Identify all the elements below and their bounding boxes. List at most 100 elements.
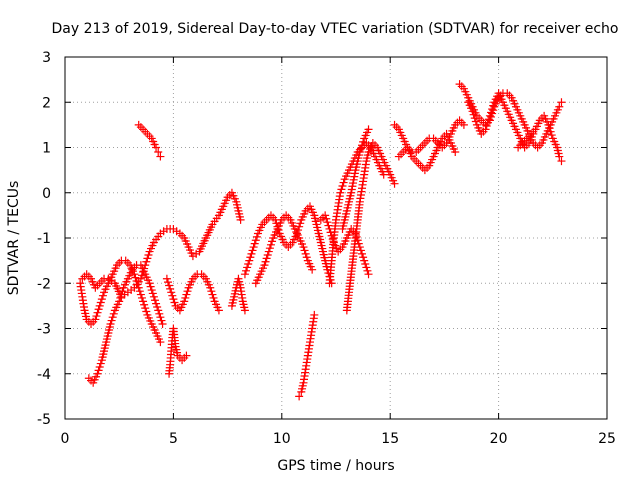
data-point [248, 246, 257, 255]
data-point [240, 306, 249, 315]
data-point [262, 254, 271, 263]
data-point [459, 120, 468, 129]
data-point [355, 148, 364, 157]
y-tick-label: 2 [42, 95, 51, 111]
data-point [292, 229, 301, 238]
data-point [337, 185, 346, 194]
data-point [91, 315, 100, 324]
data-point [547, 131, 556, 140]
data-point [145, 279, 154, 288]
data-point [208, 290, 217, 299]
data-point [362, 263, 371, 272]
data-point [137, 293, 146, 302]
data-point [359, 253, 368, 262]
data-point [155, 309, 164, 318]
data-point [264, 247, 273, 256]
y-tick-label: -5 [37, 412, 51, 428]
data-point [358, 141, 367, 150]
data-point [488, 105, 497, 114]
data-point [209, 293, 218, 302]
data-point [299, 243, 308, 252]
data-point [321, 211, 330, 220]
data-point [358, 249, 367, 258]
data-point [214, 306, 223, 315]
data-points [76, 80, 566, 401]
data-point [544, 120, 553, 129]
data-point [92, 312, 101, 321]
data-point [485, 111, 494, 120]
data-point [361, 260, 370, 269]
data-point [324, 221, 333, 230]
data-point [483, 118, 492, 127]
data-point [150, 296, 159, 305]
data-point [470, 114, 479, 123]
data-point [94, 305, 103, 314]
data-point [244, 260, 253, 269]
data-point [93, 369, 102, 378]
data-point [162, 274, 171, 283]
data-point [98, 291, 107, 300]
data-point [97, 295, 106, 304]
data-point [247, 249, 256, 258]
data-point [300, 246, 309, 255]
data-point [106, 319, 115, 328]
data-point [116, 293, 125, 302]
data-point [263, 250, 272, 259]
data-point [310, 310, 319, 319]
data-point [95, 362, 104, 371]
data-point [152, 299, 161, 308]
data-point [364, 125, 373, 134]
data-point [261, 257, 270, 266]
data-point [482, 122, 491, 131]
data-point [152, 143, 161, 152]
data-point [268, 237, 277, 246]
data-point [363, 266, 372, 275]
x-axis-label: GPS time / hours [277, 458, 394, 474]
data-point [107, 316, 116, 325]
data-point [359, 137, 368, 146]
data-point [153, 303, 162, 312]
data-point [165, 281, 174, 290]
data-point [451, 148, 460, 157]
data-point [557, 157, 566, 166]
data-point [236, 215, 245, 224]
data-point [260, 261, 269, 270]
data-point [157, 316, 166, 325]
data-point [169, 295, 178, 304]
data-point [147, 286, 156, 295]
data-point [180, 297, 189, 306]
data-point [390, 179, 399, 188]
data-point [356, 246, 365, 255]
data-point [141, 304, 150, 313]
data-point [265, 244, 274, 253]
y-tick-label: -2 [37, 276, 51, 292]
data-point [242, 266, 251, 275]
data-point [481, 125, 490, 134]
data-point [146, 282, 155, 291]
data-point [302, 253, 311, 262]
y-tick-label: -3 [37, 322, 51, 338]
data-point [167, 288, 176, 297]
x-tick-label: 10 [273, 431, 291, 447]
y-axis-label: SDTVAR / TECUs [6, 181, 22, 296]
data-point [139, 297, 148, 306]
data-point [142, 257, 151, 266]
data-point [295, 222, 304, 231]
data-point [245, 256, 254, 265]
data-point [96, 298, 105, 307]
data-point [364, 270, 373, 279]
data-point [163, 278, 172, 287]
data-point [136, 274, 145, 283]
data-point [489, 101, 498, 110]
data-point [250, 239, 259, 248]
data-point [338, 181, 347, 190]
data-point [93, 308, 102, 317]
data-point [249, 243, 258, 252]
data-point [130, 270, 139, 279]
x-tick-label: 5 [169, 431, 178, 447]
data-point [308, 265, 317, 274]
data-point [95, 301, 104, 310]
data-point [149, 292, 158, 301]
gridlines [65, 57, 607, 419]
data-point [143, 254, 152, 263]
